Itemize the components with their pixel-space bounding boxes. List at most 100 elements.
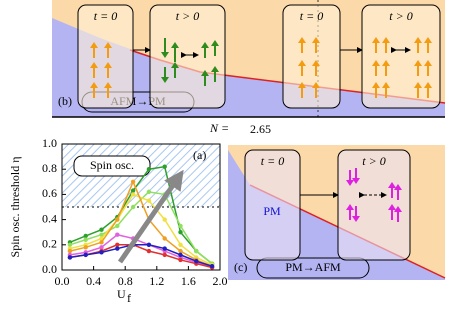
spin-head (104, 42, 112, 48)
spin-head (201, 42, 209, 48)
point (162, 236, 167, 241)
point (83, 252, 88, 258)
point (99, 227, 104, 232)
spin-head (346, 180, 354, 186)
spin-head (211, 66, 219, 72)
spin-head (424, 37, 432, 43)
panel-label: (b) (58, 94, 72, 108)
x-tick-label: 0.8 (118, 274, 133, 288)
spin-head (201, 70, 209, 76)
point (178, 252, 183, 258)
point (67, 255, 73, 260)
point (115, 217, 120, 222)
spin-head (424, 60, 432, 66)
spin-head (372, 82, 380, 88)
series-line (69, 193, 213, 266)
spin-head (388, 182, 396, 188)
spin-head (171, 42, 179, 48)
point (146, 198, 152, 203)
series-line (69, 233, 213, 269)
point (178, 248, 183, 254)
y-tick-label: 0.0 (42, 262, 57, 276)
trend-arrow (117, 169, 184, 264)
spin-head (382, 60, 390, 66)
spin-head (388, 204, 396, 210)
point (130, 188, 136, 193)
spin-head (346, 204, 354, 210)
point (99, 245, 104, 250)
y-tick-label: 0.2 (42, 237, 57, 251)
box-label: t = 0 (300, 9, 323, 23)
x-tick-label: 0.0 (55, 274, 70, 288)
point (115, 223, 120, 229)
x-tick-label: 0.4 (86, 274, 101, 288)
point (146, 189, 152, 195)
series-line (69, 179, 213, 267)
point (178, 242, 183, 247)
spin-head (394, 184, 402, 190)
spin-head (90, 62, 98, 68)
point (99, 240, 104, 245)
spin-head (104, 82, 112, 88)
spin-head (352, 178, 360, 184)
spin-head (161, 52, 169, 58)
box-label: t > 0 (176, 9, 199, 23)
state-box (77, 4, 134, 109)
box-label: t > 0 (389, 9, 412, 23)
point (115, 232, 120, 237)
y-tick-label: 0.4 (42, 211, 57, 225)
box-label: t = 0 (261, 154, 284, 168)
spin-head (312, 37, 320, 43)
state-box (282, 4, 341, 109)
point (99, 232, 104, 237)
box-label: t = 0 (94, 9, 117, 23)
x-label: U (117, 287, 126, 301)
spin-head (104, 62, 112, 68)
point (162, 252, 167, 258)
state-box (244, 149, 301, 261)
state-label: PM (263, 204, 281, 218)
spin-head (414, 82, 422, 88)
spin-head (171, 62, 179, 68)
point (178, 230, 183, 235)
spin-head (414, 37, 422, 43)
point (67, 242, 73, 247)
state-box (361, 4, 441, 109)
point (115, 242, 120, 247)
y-tick-label: 0.8 (42, 161, 57, 175)
point (194, 258, 199, 264)
point (83, 245, 88, 250)
spin-head (372, 37, 380, 43)
point (67, 248, 73, 254)
point (146, 167, 152, 172)
point (178, 223, 183, 229)
spin-head (312, 82, 320, 88)
spin-head (312, 60, 320, 66)
caption-n: N = (209, 121, 229, 135)
spin-head (382, 82, 390, 88)
point (162, 217, 167, 222)
point (146, 248, 152, 254)
spin-head (414, 60, 422, 66)
point (83, 233, 88, 239)
transition: PM→AFM (285, 260, 341, 274)
point (130, 179, 136, 184)
y-tick-label: 0.6 (42, 186, 57, 200)
spin-head (90, 42, 98, 48)
point (178, 257, 183, 263)
point (130, 192, 136, 197)
panel-label: (a) (193, 148, 206, 162)
point (115, 246, 120, 251)
series-line (69, 165, 213, 265)
point (99, 250, 104, 255)
x-label-sub: f (127, 291, 131, 305)
spin-head (298, 82, 306, 88)
y-label: Spin osc. threshold η (8, 157, 22, 258)
label-box (256, 257, 370, 279)
point (162, 164, 167, 169)
spin-head (298, 60, 306, 66)
spin-head (211, 40, 219, 46)
region-label: Spin osc. (90, 158, 134, 172)
spin-head (90, 82, 98, 88)
